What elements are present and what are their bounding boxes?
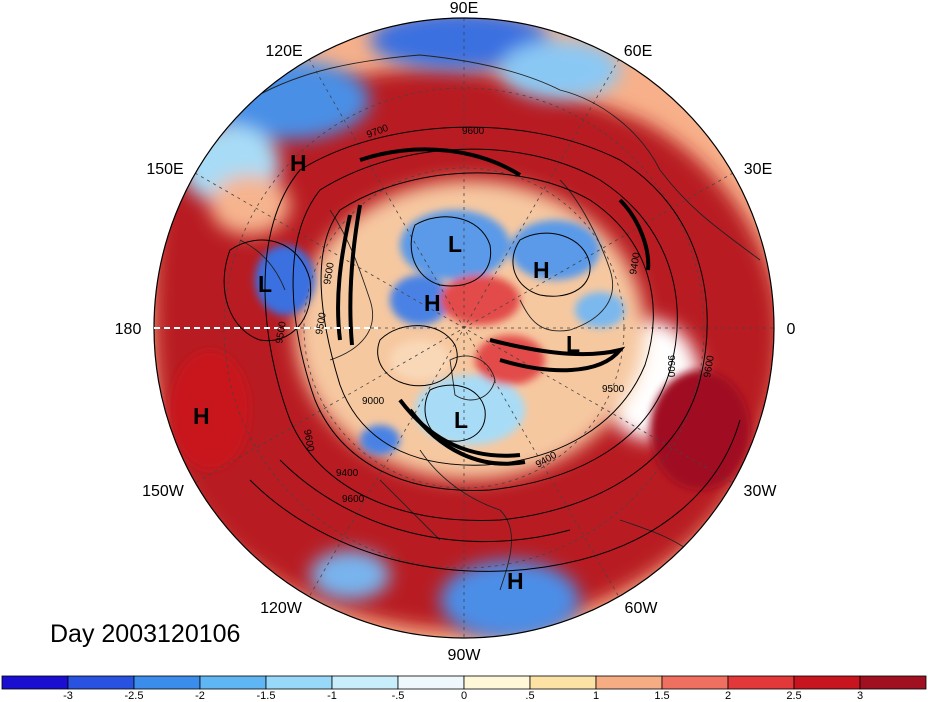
colorbar-tick-label: .5 (525, 690, 534, 702)
lon-label-150w: 150W (142, 483, 185, 500)
colorbar-cell (727, 675, 795, 690)
colorbar-cell (529, 675, 597, 690)
high-pressure-marker: H (290, 150, 307, 176)
colorbar-cell (331, 675, 399, 690)
colorbar-tick-label: -3 (63, 690, 73, 702)
contour-label: 9600 (702, 354, 717, 378)
contour-label: 9500 (314, 311, 329, 335)
colorbar-cell (67, 675, 135, 690)
colorbar-tick-label: -1 (327, 690, 337, 702)
high-pressure-marker: H (507, 568, 524, 594)
colorbar-tick-label: -2 (195, 690, 205, 702)
longitude-labels: 90E 60E 30E 0 30W 60W 90W 120W 150W 180 … (115, 0, 796, 664)
timestamp-label: Day 2003120106 (50, 620, 241, 648)
contour-label: 9400 (628, 251, 643, 275)
colorbar-cell (199, 675, 267, 690)
contour-labels: 9700 9600 9500 9500 9400 9600 9500 9600 … (274, 123, 717, 505)
low-pressure-marker: L (454, 407, 468, 433)
contour-label: 9500 (322, 261, 337, 285)
colorbar-cells (1, 675, 927, 690)
colorbar-tick-label: 0 (461, 690, 467, 702)
colorbar-cell (463, 675, 531, 690)
lon-label-0: 0 (787, 321, 796, 338)
pressure-centers: H L H L H H L L H (193, 150, 580, 594)
colorbar-cell (265, 675, 333, 690)
lon-label-120e: 120E (265, 43, 302, 60)
lon-label-60w: 60W (625, 600, 659, 617)
colorbar-tick-label: 1 (593, 690, 599, 702)
colorbar: -3 -2.5 -2 -1.5 -1 -.5 0 .5 1 1.5 2 2.5 3 (1, 675, 927, 702)
contour-label: 9000 (362, 396, 385, 407)
high-pressure-marker: H (193, 403, 210, 429)
height-contours (223, 126, 741, 572)
colorbar-ticks: -3 -2.5 -2 -1.5 -1 -.5 0 .5 1 1.5 2 2.5 3 (63, 690, 863, 702)
colorbar-cell (793, 675, 861, 690)
colorbar-tick-label: 2.5 (786, 690, 801, 702)
lon-label-90w: 90W (448, 647, 482, 664)
lon-label-30e: 30E (744, 161, 772, 178)
colorbar-tick-label: 2 (725, 690, 731, 702)
colorbar-tick-label: -1.5 (257, 690, 276, 702)
contour-label: 9600 (301, 429, 316, 453)
colorbar-cell (595, 675, 663, 690)
contour-label: 9600 (462, 126, 485, 137)
colorbar-tick-label: 1.5 (654, 690, 669, 702)
colorbar-cell (661, 675, 729, 690)
colorbar-tick-label: 3 (857, 690, 863, 702)
lon-label-180: 180 (115, 321, 142, 338)
graticule (154, 18, 774, 638)
contour-label: 9400 (336, 468, 359, 479)
lon-label-30w: 30W (744, 483, 778, 500)
colorbar-cell (133, 675, 201, 690)
contour-label: 9500 (602, 384, 625, 395)
lon-label-90e: 90E (450, 0, 478, 17)
high-pressure-marker: H (533, 257, 550, 283)
colorbar-cell (1, 675, 69, 690)
lon-label-150e: 150E (146, 161, 183, 178)
colorbar-cell (397, 675, 465, 690)
colorbar-tick-label: -2.5 (125, 690, 144, 702)
contour-label: 9600 (665, 355, 676, 378)
lon-label-120w: 120W (260, 600, 303, 617)
contour-label: 9600 (342, 494, 365, 505)
colorbar-tick-label: -.5 (392, 690, 405, 702)
contour-label: 9500 (274, 320, 289, 344)
low-pressure-marker: L (258, 271, 272, 297)
lon-label-60e: 60E (624, 43, 652, 60)
low-pressure-marker: L (566, 331, 580, 357)
low-pressure-marker: L (448, 231, 462, 257)
colorbar-cell (859, 675, 927, 690)
high-pressure-marker: H (424, 290, 441, 316)
